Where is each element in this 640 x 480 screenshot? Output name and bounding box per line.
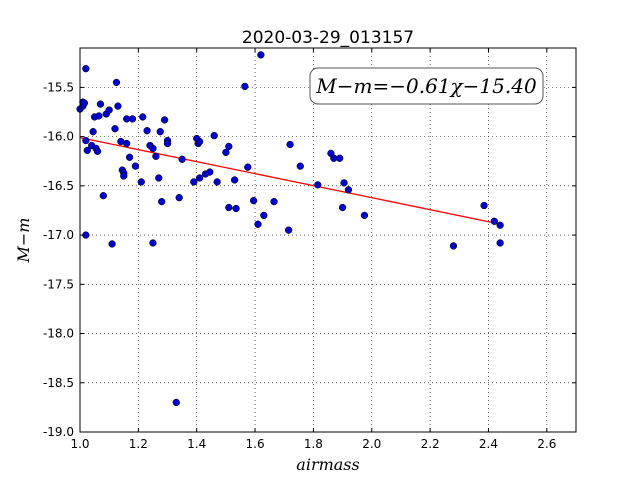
data-point — [123, 139, 131, 148]
data-point — [99, 192, 107, 200]
x-tick-label: 2.2 — [421, 437, 440, 451]
y-tick-label: -18.0 — [43, 327, 74, 341]
data-point — [178, 155, 186, 163]
y-tick-label: -17.0 — [43, 228, 74, 242]
chart-title: 2020-03-29_013157 — [242, 28, 414, 48]
data-point — [82, 65, 90, 73]
x-tick-label: 1.0 — [70, 437, 89, 451]
data-point — [213, 178, 221, 186]
data-point — [257, 51, 265, 59]
x-tick-label: 1.8 — [304, 437, 323, 451]
data-point — [260, 211, 268, 220]
data-point — [249, 196, 258, 205]
data-point — [95, 112, 103, 120]
annotation-frame — [309, 67, 544, 105]
data-point — [125, 153, 134, 161]
x-tick-label: 2.4 — [479, 437, 498, 451]
data-point — [314, 181, 322, 189]
axis-ticks: 1.0 1.2 1.4 1.6 1.8 2.0 2.2 2.4 2.6 -15.5 -16.0 -16… — [43, 48, 576, 451]
data-point — [480, 201, 488, 210]
data-point — [490, 217, 498, 225]
data-point — [496, 239, 504, 247]
data-point — [286, 140, 294, 149]
data-point — [496, 221, 504, 229]
data-point — [155, 174, 163, 182]
data-point — [172, 398, 180, 407]
data-point — [190, 178, 198, 186]
data-point — [93, 147, 102, 156]
data-point — [230, 176, 239, 184]
data-point — [241, 82, 249, 91]
y-tick-label: -17.5 — [43, 277, 74, 291]
data-point — [338, 203, 347, 212]
data-point — [225, 142, 233, 151]
data-point — [360, 211, 369, 220]
data-point — [137, 178, 145, 186]
data-point — [80, 99, 89, 107]
y-tick-label: -15.5 — [43, 80, 74, 94]
data-point — [83, 146, 91, 155]
data-point — [149, 144, 157, 153]
data-point — [340, 179, 348, 187]
data-point — [152, 152, 160, 160]
data-point — [158, 197, 166, 206]
data-point — [114, 102, 122, 110]
x-tick-label: 1.6 — [246, 437, 265, 451]
data-point — [131, 162, 140, 170]
x-axis-label: airmass — [296, 455, 359, 474]
data-point — [160, 116, 169, 124]
data-point — [206, 168, 214, 176]
data-point — [336, 154, 344, 162]
fit-line — [79, 136, 501, 225]
data-point — [195, 137, 204, 146]
data-point — [232, 204, 240, 213]
annotation-box: M−m=−0.61χ−15.40 — [309, 67, 544, 105]
y-tick-label: -18.5 — [43, 376, 74, 390]
data-point — [82, 136, 90, 145]
data-point — [195, 174, 204, 182]
x-tick-label: 1.2 — [129, 437, 148, 451]
y-tick-label: -16.0 — [43, 130, 74, 144]
annotation-text: M−m=−0.61χ−15.40 — [315, 74, 537, 98]
data-point — [156, 128, 164, 136]
data-point — [105, 106, 113, 114]
data-point — [96, 100, 105, 108]
y-axis-label: M−m — [14, 218, 33, 264]
y-tick-label: -19.0 — [43, 425, 74, 439]
data-point — [112, 78, 121, 87]
data-point — [89, 128, 97, 136]
data-points — [76, 51, 504, 407]
data-point — [163, 139, 172, 148]
grid — [79, 48, 576, 433]
data-point — [244, 163, 252, 171]
fit-line-group — [79, 136, 501, 225]
data-point — [128, 115, 137, 123]
data-point — [149, 239, 157, 247]
x-tick-label: 2.6 — [537, 437, 556, 451]
data-point — [120, 172, 128, 180]
data-point — [225, 203, 233, 212]
data-point — [111, 125, 119, 133]
data-point — [284, 226, 293, 234]
x-tick-label: 1.4 — [187, 437, 206, 451]
y-tick-label: -16.5 — [43, 179, 74, 193]
data-point — [143, 127, 151, 135]
data-point — [175, 194, 183, 202]
data-point — [222, 148, 230, 157]
data-point — [449, 242, 458, 250]
data-point — [210, 131, 218, 140]
x-tick-label: 2.0 — [362, 437, 381, 451]
data-point — [139, 113, 147, 121]
data-point — [344, 186, 353, 194]
data-point — [108, 240, 116, 248]
plot-frame — [79, 47, 577, 433]
data-point — [254, 220, 262, 228]
data-point — [270, 197, 278, 206]
data-point — [296, 162, 304, 170]
